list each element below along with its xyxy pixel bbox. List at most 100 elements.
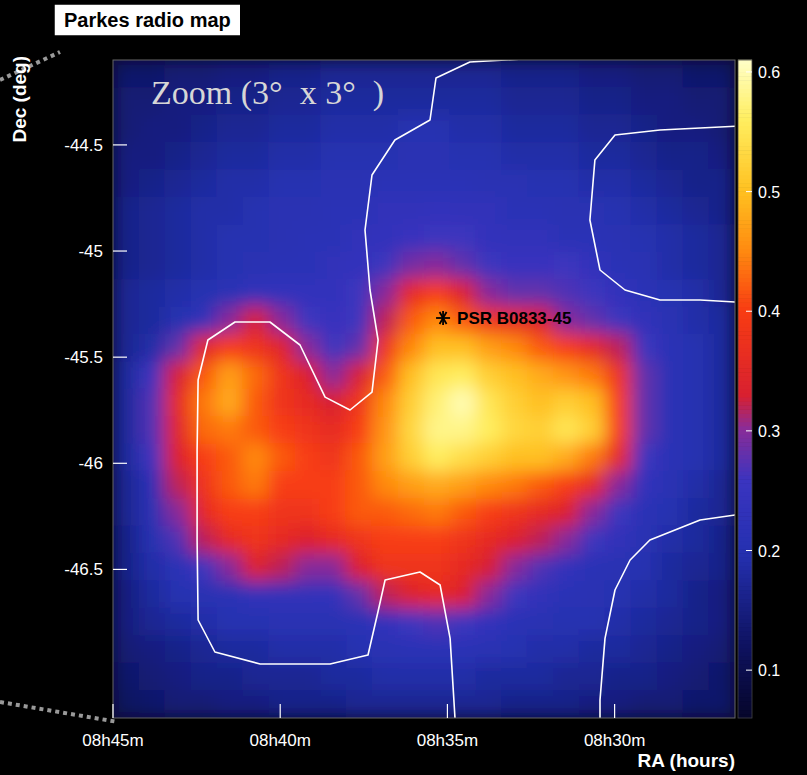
heatmap-cell: [579, 553, 606, 581]
color-bar-slice: [738, 492, 752, 497]
heatmap-cell: [501, 142, 528, 170]
heatmap-cell: [268, 361, 295, 389]
heatmap-cell: [605, 553, 632, 581]
heatmap-cell: [424, 224, 451, 252]
color-bar-slice: [738, 364, 752, 369]
color-bar-slice: [738, 290, 752, 295]
heatmap-cell: [605, 252, 632, 280]
color-bar-slice: [738, 282, 752, 287]
color-bar-slice: [738, 656, 752, 661]
heatmap-cell: [579, 142, 606, 170]
heatmap-cell: [294, 635, 321, 663]
heatmap-cell: [113, 416, 139, 444]
heatmap-cell: [320, 169, 347, 197]
heatmap-cell: [216, 306, 243, 334]
heatmap-cell: [242, 416, 269, 444]
heatmap-cell: [242, 553, 269, 581]
heatmap-cell: [579, 252, 606, 280]
heatmap-cell: [165, 635, 192, 663]
heatmap-cell: [372, 690, 399, 718]
heatmap-cell: [657, 169, 684, 197]
color-bar-slice: [738, 623, 752, 628]
heatmap-cell: [190, 581, 217, 609]
color-bar-slice: [738, 88, 752, 93]
heatmap-cell: [450, 115, 477, 143]
heatmap-cell: [579, 306, 606, 334]
color-bar-slice: [738, 253, 752, 258]
heatmap-cell: [242, 471, 269, 499]
background: [0, 0, 807, 775]
heatmap-cell: [579, 115, 606, 143]
heatmap-cell: [294, 608, 321, 636]
heatmap-cell: [501, 690, 528, 718]
heatmap-cell: [216, 581, 243, 609]
heatmap-cell: [242, 444, 269, 472]
heatmap-cell: [709, 498, 735, 526]
heatmap-cell: [165, 115, 192, 143]
heatmap-cell: [113, 60, 139, 88]
heatmap-cell: [709, 526, 735, 554]
x-tick: [280, 704, 281, 718]
heatmap-cell: [631, 416, 658, 444]
heatmap-cell: [553, 334, 580, 362]
heatmap-cell: [268, 635, 295, 663]
heatmap-cell: [268, 197, 295, 225]
heatmap-cell: [631, 663, 658, 691]
heatmap-cell: [216, 416, 243, 444]
heatmap-cell: [657, 608, 684, 636]
heatmap-cell: [139, 581, 166, 609]
heatmap-cell: [657, 224, 684, 252]
heatmap-cell: [631, 690, 658, 718]
heatmap-cell: [372, 252, 399, 280]
heatmap-cell: [346, 361, 373, 389]
heatmap-cell: [216, 142, 243, 170]
color-bar-slice: [738, 401, 752, 406]
heatmap-cell: [424, 690, 451, 718]
heatmap-cell: [346, 526, 373, 554]
heatmap-cell: [527, 498, 554, 526]
heatmap-cell: [476, 581, 503, 609]
heatmap-cell: [527, 60, 554, 88]
color-bar-slice: [738, 512, 752, 517]
heatmap-cell: [476, 389, 503, 417]
heatmap-cell: [501, 471, 528, 499]
color-bar-slice: [738, 668, 752, 673]
heatmap-cell: [216, 169, 243, 197]
color-bar-slice: [738, 607, 752, 612]
heatmap-cell: [346, 142, 373, 170]
heatmap-cell: [294, 252, 321, 280]
heatmap-cell: [372, 498, 399, 526]
heatmap-cell: [242, 608, 269, 636]
heatmap-cell: [242, 635, 269, 663]
heatmap-cell: [139, 608, 166, 636]
heatmap-cell: [450, 498, 477, 526]
heatmap-cell: [113, 389, 139, 417]
heatmap-cell: [450, 197, 477, 225]
heatmap-cell: [372, 279, 399, 307]
heatmap-cell: [709, 306, 735, 334]
heatmap-cell: [242, 389, 269, 417]
heatmap-cell: [268, 690, 295, 718]
color-bar-slice: [738, 311, 752, 316]
heatmap-cell: [683, 361, 710, 389]
heatmap-cell: [709, 416, 735, 444]
heatmap-cell: [216, 690, 243, 718]
heatmap-cell: [113, 608, 139, 636]
heatmap-cell: [553, 197, 580, 225]
heatmap-cell: [190, 663, 217, 691]
color-bar-slice: [738, 224, 752, 229]
heatmap-cell: [294, 142, 321, 170]
heatmap-cell: [476, 169, 503, 197]
heatmap-cell: [527, 608, 554, 636]
heatmap-cell: [476, 252, 503, 280]
heatmap-cell: [216, 197, 243, 225]
x-tick: [447, 704, 448, 718]
y-tick-label: -46: [78, 454, 103, 473]
heatmap-cell: [190, 416, 217, 444]
heatmap-cell: [450, 279, 477, 307]
heatmap-cell: [320, 334, 347, 362]
heatmap-cell: [657, 279, 684, 307]
heatmap-cell: [501, 498, 528, 526]
color-bar-slice: [738, 438, 752, 443]
heatmap-cell: [294, 361, 321, 389]
